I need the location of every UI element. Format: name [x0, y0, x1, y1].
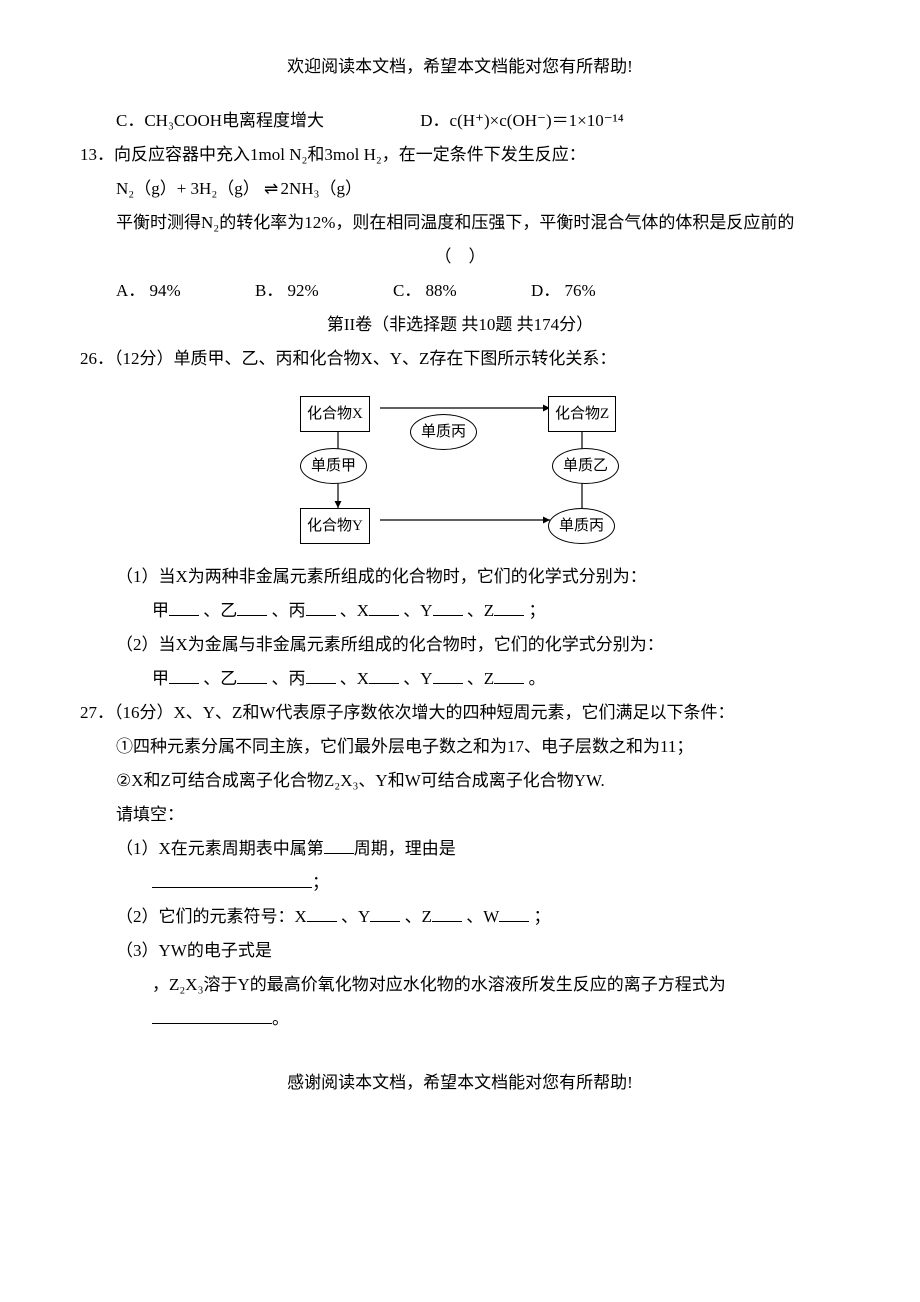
label-z: 、Z — [467, 601, 494, 620]
q26-part2-blanks: 甲 、乙 、丙 、X 、Y 、Z 。 — [80, 662, 840, 696]
node-element-bing-bottom: 单质丙 — [548, 508, 615, 544]
label-bing: 、丙 — [272, 601, 306, 620]
q26-stem: 26．（12分）单质甲、乙、丙和化合物X、Y、Z存在下图所示转化关系： — [80, 342, 840, 376]
q13-option-c: C． 88% — [393, 274, 457, 308]
q12-option-c: C．CH₃COOH电离程度增大 — [116, 104, 416, 138]
q26-diagram: 化合物X 化合物Z 单质丙 单质甲 单质乙 化合物Y 单质丙 — [270, 386, 650, 546]
q27-p1a: （1）X在元素周期表中属第 — [116, 839, 324, 858]
q27-p2b: 、Y — [341, 907, 370, 926]
blank-bing-1 — [306, 598, 336, 616]
q27-fill-label: 请填空： — [80, 798, 840, 832]
q27-part1-reason: ； — [80, 866, 840, 900]
q13-stem: 13．向反应容器中充入1mol N₂和3mol H₂，在一定条件下发生反应： — [80, 138, 840, 172]
q27-p3c: 。 — [272, 1009, 289, 1028]
q27-p2c: 、Z — [405, 907, 432, 926]
q26-part1-blanks: 甲 、乙 、丙 、X 、Y 、Z ； — [80, 594, 840, 628]
label-jia-2: 甲 — [152, 669, 169, 688]
blank-z-2 — [494, 666, 524, 684]
node-compound-z: 化合物Z — [548, 396, 616, 432]
blank-sym-y — [370, 904, 400, 922]
node-element-jia: 单质甲 — [300, 448, 367, 484]
q13-eqn-left: N₂（g）+ 3H₂（g） — [116, 179, 260, 198]
blank-sym-z — [432, 904, 462, 922]
blank-sym-w — [499, 904, 529, 922]
q27-cond1: ①四种元素分属不同主族，它们最外层电子数之和为17、电子层数之和为11； — [80, 730, 840, 764]
blank-period — [324, 836, 354, 854]
q13-option-d: D． 76% — [531, 274, 596, 308]
node-element-bing-top: 单质丙 — [410, 414, 477, 450]
node-compound-y: 化合物Y — [300, 508, 370, 544]
blank-sym-x — [307, 904, 337, 922]
q27-p2d: 、W — [466, 907, 499, 926]
blank-x-2 — [369, 666, 399, 684]
blank-jia-2 — [169, 666, 199, 684]
blank-ion-eqn — [152, 1006, 272, 1024]
label-y-2: 、Y — [403, 669, 432, 688]
q27-cond2: ②X和Z可结合成离子化合物Z₂X₃、Y和W可结合成离子化合物YW. — [80, 764, 840, 798]
label-jia: 甲 — [152, 601, 169, 620]
blank-bing-2 — [306, 666, 336, 684]
tail-2: 。 — [528, 669, 545, 688]
label-y: 、Y — [403, 601, 432, 620]
node-compound-x: 化合物X — [300, 396, 370, 432]
q27-p1b: 周期，理由是 — [354, 839, 456, 858]
node-element-yi: 单质乙 — [552, 448, 619, 484]
q13-paren: （ ） — [80, 240, 840, 274]
blank-reason — [152, 870, 312, 888]
blank-yi-2 — [237, 666, 267, 684]
q27-stem: 27．（16分）X、Y、Z和W代表原子序数依次增大的四种短周元素，它们满足以下条… — [80, 696, 840, 730]
q13-option-b: B． 92% — [255, 274, 319, 308]
q13-condition: 平衡时测得N₂的转化率为12%，则在相同温度和压强下，平衡时混合气体的体积是反应… — [80, 206, 840, 240]
q27-part2: （2）它们的元素符号：X 、Y 、Z 、W ； — [80, 900, 840, 934]
label-bing-2: 、丙 — [272, 669, 306, 688]
blank-y-2 — [433, 666, 463, 684]
blank-z-1 — [494, 598, 524, 616]
label-z-2: 、Z — [467, 669, 494, 688]
q13-option-a: A． 94% — [116, 274, 181, 308]
blank-yi-1 — [237, 598, 267, 616]
q27-p1c: ； — [312, 873, 329, 892]
q26-part2-lead: （2）当X为金属与非金属元素所组成的化合物时，它们的化学式分别为： — [80, 628, 840, 662]
blank-jia-1 — [169, 598, 199, 616]
page-header: 欢迎阅读本文档，希望本文档能对您有所帮助! — [80, 50, 840, 84]
page-footer: 感谢阅读本文档，希望本文档能对您有所帮助! — [80, 1066, 840, 1100]
label-x-2: 、X — [340, 669, 369, 688]
q27-p2a: （2）它们的元素符号：X — [116, 907, 307, 926]
label-yi-2: 、乙 — [203, 669, 237, 688]
blank-y-1 — [433, 598, 463, 616]
blank-x-1 — [369, 598, 399, 616]
q26-part1-lead: （1）当X为两种非金属元素所组成的化合物时，它们的化学式分别为： — [80, 560, 840, 594]
tail-1: ； — [528, 601, 545, 620]
equilibrium-arrow-icon: ⇌ — [264, 179, 276, 198]
label-x: 、X — [340, 601, 369, 620]
q27-p2e: ； — [534, 907, 551, 926]
q27-part3a: （3）YW的电子式是 — [80, 934, 840, 968]
q13-eqn-right: 2NH₃（g） — [281, 179, 362, 198]
q12-option-d: D．c(H⁺)×c(OH⁻)＝1×10⁻¹⁴ — [420, 111, 623, 130]
label-yi: 、乙 — [203, 601, 237, 620]
section-2-title: 第II卷（非选择题 共10题 共174分） — [80, 308, 840, 342]
q27-part3b: ，Z₂X₃溶于Y的最高价氧化物对应水化物的水溶液所发生反应的离子方程式为。 — [80, 968, 840, 1036]
q27-p3b: ，Z₂X₃溶于Y的最高价氧化物对应水化物的水溶液所发生反应的离子方程式为 — [152, 975, 726, 994]
q27-part1: （1）X在元素周期表中属第 周期，理由是 — [80, 832, 840, 866]
